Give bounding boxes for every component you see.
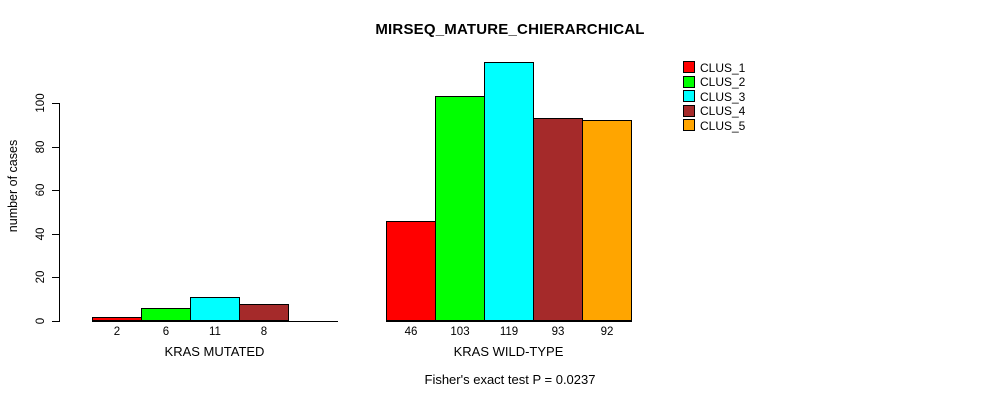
- y-axis-line: [59, 103, 60, 322]
- legend-label: CLUS_4: [700, 104, 746, 118]
- legend-swatch-clus_5: [683, 119, 695, 131]
- y-axis-tick: [52, 234, 59, 235]
- y-axis-tick: [52, 321, 59, 322]
- bar-clus_4: [239, 304, 289, 321]
- y-axis-tick: [52, 277, 59, 278]
- x-axis-baseline: [92, 321, 338, 322]
- bar-value-label: 6: [162, 326, 170, 338]
- legend-swatch-clus_1: [683, 61, 695, 73]
- bar-value-label: 93: [551, 326, 565, 338]
- bar-value-label: 103: [450, 326, 470, 338]
- legend-label: CLUS_1: [700, 60, 746, 75]
- bar-value-label: 2: [113, 326, 121, 338]
- y-axis-tick: [52, 190, 59, 191]
- legend-swatch-clus_2: [683, 75, 695, 88]
- legend-label: CLUS_3: [700, 89, 746, 104]
- group-label: KRAS MUTATED: [164, 344, 265, 359]
- group-label: KRAS WILD-TYPE: [453, 344, 564, 359]
- bar-value-label: 11: [209, 326, 221, 338]
- legend-label: CLUS_2: [700, 75, 746, 89]
- bar-value-label: 92: [600, 326, 614, 338]
- legend-label: CLUS_5: [700, 118, 746, 133]
- legend-swatch-clus_3: [683, 90, 695, 102]
- bar-value-label: 46: [404, 326, 418, 338]
- x-axis-baseline: [386, 321, 632, 322]
- bar-value-label: 119: [499, 326, 519, 338]
- bar-value-label: 8: [260, 326, 268, 338]
- bar-clus_2: [435, 96, 485, 321]
- bar-clus_3: [190, 297, 240, 321]
- bar-clus_3: [484, 62, 534, 321]
- chart-title: MIRSEQ_MATURE_CHIERARCHICAL: [375, 21, 645, 38]
- caption-fisher-test: Fisher's exact test P = 0.0237: [424, 372, 596, 387]
- y-axis-tick: [52, 147, 59, 148]
- y-axis-tick: [52, 103, 59, 104]
- bar-clus_5: [582, 120, 632, 321]
- legend-swatch-clus_4: [683, 104, 695, 117]
